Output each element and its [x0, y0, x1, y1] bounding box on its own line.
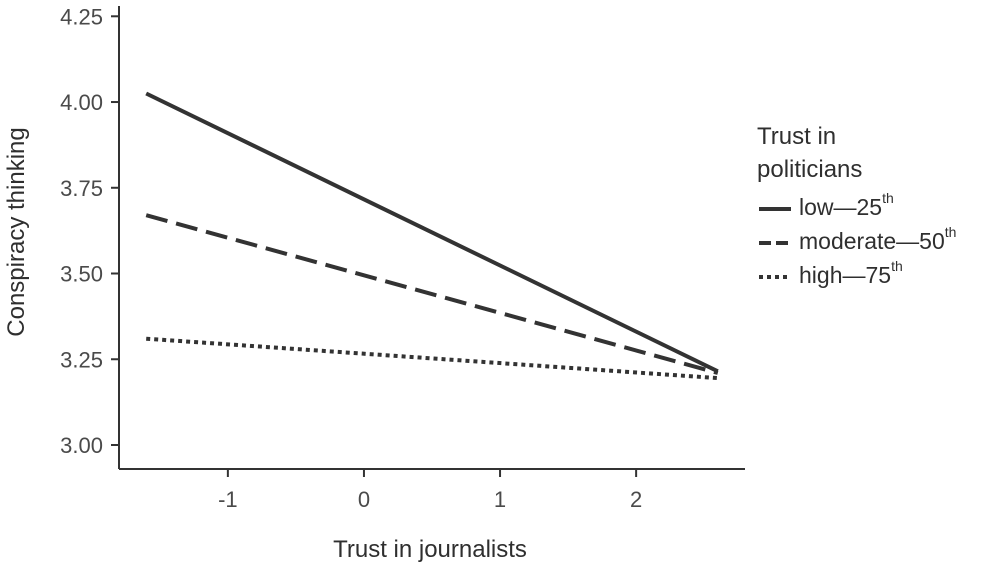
legend-title: Trust in politicians [757, 120, 1000, 186]
y-tick-label: 3.50 [60, 262, 103, 287]
legend-title-line-1: Trust in [757, 123, 837, 150]
y-tick-label: 3.25 [60, 347, 103, 372]
tick-labels: 3.00 3.25 3.50 3.75 4.00 4.25 -1 0 1 2 [60, 4, 642, 512]
x-tick-label: 0 [358, 487, 370, 512]
legend-key-dashed [759, 241, 791, 245]
legend-key-dotted [759, 275, 791, 279]
y-tick-label: 4.25 [60, 4, 103, 29]
series-line-solid [145, 91, 719, 374]
y-tick-label: 3.00 [60, 433, 103, 458]
y-tick-label: 4.00 [60, 90, 103, 115]
x-tick-label: -1 [218, 487, 238, 512]
legend-item-moderate: moderate—50th [757, 224, 1000, 258]
legend-title-line-2: politicians [757, 156, 863, 183]
y-tick-label: 3.75 [60, 176, 103, 201]
legend-label-low: low—25th [799, 190, 894, 220]
legend-label-moderate: moderate—50th [799, 224, 957, 254]
legend: Trust in politicians low—25th moderate—5… [757, 120, 1000, 296]
y-axis-title: Conspiracy thinking [3, 127, 30, 336]
legend-item-low: low—25th [757, 190, 1000, 224]
x-tick-label: 1 [494, 487, 506, 512]
series-line-dashed [145, 213, 719, 375]
legend-item-high: high—75th [757, 258, 1000, 292]
series-line-dotted [146, 336, 718, 381]
legend-key-solid [759, 207, 791, 211]
legend-label-high: high—75th [799, 258, 903, 288]
x-axis-title: Trust in journalists [333, 536, 527, 563]
axes [118, 6, 745, 470]
x-tick-label: 2 [630, 487, 642, 512]
series-lines [145, 91, 719, 381]
